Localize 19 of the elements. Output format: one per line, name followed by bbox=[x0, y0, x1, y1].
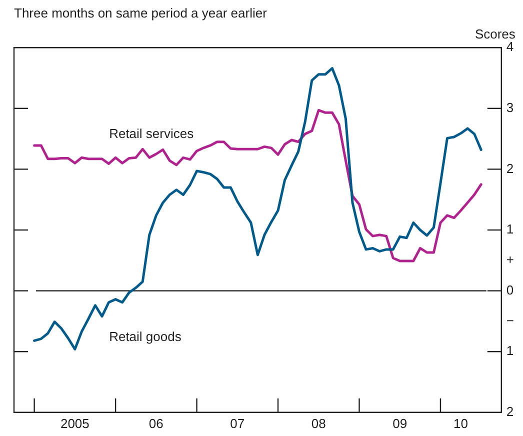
x-tick-label: 07 bbox=[230, 416, 245, 431]
x-tick-label: 06 bbox=[148, 416, 164, 431]
y-tick-label: 2 bbox=[506, 160, 514, 176]
y-tick-label: 0 bbox=[506, 282, 514, 298]
y-axis-title: Scores bbox=[474, 26, 516, 42]
x-tick-label: 2005 bbox=[60, 416, 90, 431]
y-tick-label: 1 bbox=[506, 343, 514, 358]
x-tick-label: 09 bbox=[392, 416, 408, 431]
series-label: Retail goods bbox=[109, 329, 182, 344]
y-tick-label: 3 bbox=[506, 100, 514, 115]
y-tick-label: + bbox=[506, 252, 514, 267]
y-tick-label: 2 bbox=[506, 404, 514, 419]
chart-title: Three months on same period a year earlier bbox=[14, 5, 268, 20]
x-tick-label: 08 bbox=[311, 416, 326, 431]
y-tick-label: − bbox=[506, 312, 514, 328]
x-tick-label: 10 bbox=[454, 416, 468, 431]
series-label: Retail services bbox=[109, 126, 194, 141]
y-tick-label: 1 bbox=[506, 222, 514, 237]
y-tick-label: 4 bbox=[506, 39, 514, 54]
